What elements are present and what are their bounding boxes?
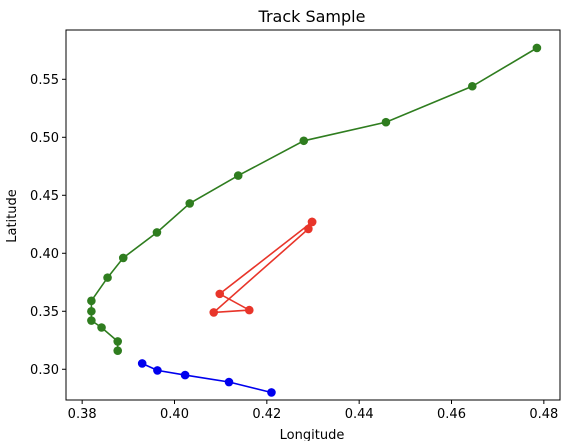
data-point — [299, 136, 308, 145]
data-point — [209, 308, 218, 317]
y-axis-label: Latitude — [5, 189, 20, 243]
data-point — [153, 228, 162, 237]
x-tick-label: 0.48 — [529, 407, 558, 422]
series-line — [91, 48, 537, 351]
data-point — [119, 254, 128, 263]
series-line — [214, 222, 312, 312]
data-point — [267, 388, 276, 397]
x-tick-label: 0.46 — [437, 407, 466, 422]
data-point — [113, 346, 122, 355]
data-point — [225, 378, 234, 387]
data-point — [87, 316, 96, 325]
plot-frame — [66, 30, 560, 400]
x-tick-label: 0.40 — [160, 407, 189, 422]
data-point — [215, 290, 224, 299]
data-point — [113, 337, 122, 346]
series-1 — [87, 44, 541, 355]
data-point — [103, 273, 112, 282]
y-tick-label: 0.40 — [30, 247, 59, 262]
y-tick-label: 0.55 — [30, 73, 59, 88]
x-tick-label: 0.42 — [252, 407, 281, 422]
data-point — [153, 366, 162, 375]
x-axis-label: Longitude — [280, 428, 345, 441]
data-point — [533, 44, 542, 53]
y-tick-label: 0.30 — [30, 363, 59, 378]
data-point — [468, 82, 477, 91]
data-point — [97, 323, 106, 332]
data-point — [87, 307, 96, 316]
x-tick-label: 0.38 — [68, 407, 97, 422]
series-3 — [138, 359, 276, 397]
y-tick-label: 0.50 — [30, 131, 59, 146]
data-point — [382, 118, 391, 127]
x-tick-label: 0.44 — [345, 407, 374, 422]
y-tick-label: 0.45 — [30, 189, 59, 204]
data-point — [87, 297, 96, 306]
data-point — [234, 171, 243, 180]
chart-title: Track Sample — [258, 7, 366, 26]
data-point — [185, 199, 194, 208]
axes: 0.38 0.40 0.42 0.44 0.46 0.48 0.30 0.35 0.40 0.45… — [30, 30, 560, 422]
series-layer — [87, 44, 541, 397]
data-point — [308, 218, 317, 227]
data-point — [181, 371, 190, 380]
y-tick-label: 0.35 — [30, 305, 59, 320]
series-2 — [209, 218, 316, 317]
data-point — [245, 306, 254, 315]
data-point — [138, 359, 147, 368]
series-line — [142, 364, 271, 393]
